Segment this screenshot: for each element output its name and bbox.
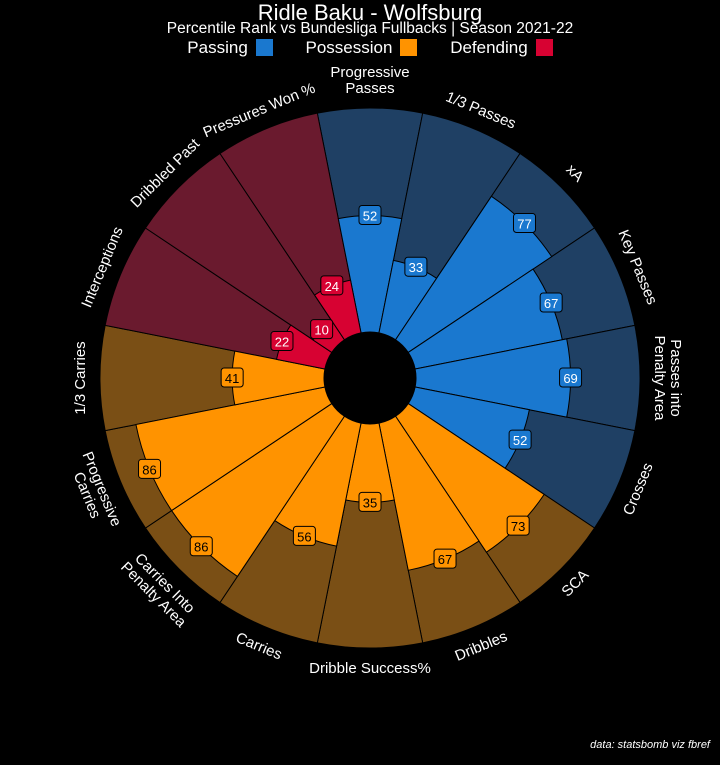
category-label: Crosses <box>620 461 657 518</box>
value-label-box <box>539 292 563 313</box>
legend-possession: Possession <box>306 38 418 57</box>
value-label-text: 77 <box>517 217 531 232</box>
slice-bar <box>135 386 333 512</box>
value-label-text: 86 <box>142 462 156 477</box>
footer-credit: data: statsbomb viz fbref <box>590 739 710 751</box>
category-label-line: Passes <box>345 80 394 97</box>
value-label-text: 86 <box>194 540 208 555</box>
category-label: Progressive Passes <box>330 64 409 97</box>
legend-swatch <box>535 39 553 56</box>
category-label-line: SCA <box>558 566 592 600</box>
value-label-box <box>292 525 316 546</box>
value-label: 41 <box>220 367 244 388</box>
value-label-box <box>404 256 428 277</box>
legend-label: Passing <box>187 38 248 57</box>
value-label: 56 <box>292 525 316 546</box>
value-label-box <box>320 275 344 296</box>
category-label-line: Dribbles <box>452 628 509 665</box>
category-label-line: xA <box>563 161 587 185</box>
category-label: Dribbles <box>452 628 509 665</box>
value-label-text: 69 <box>563 371 577 386</box>
category-label: Dribble Success% <box>309 660 431 677</box>
value-label-text: 33 <box>409 260 423 275</box>
value-label-box <box>358 491 382 512</box>
category-label: Passes intoPenalty Area <box>651 335 684 421</box>
value-label: 22 <box>270 331 294 352</box>
value-label-text: 67 <box>544 296 558 311</box>
value-label-box <box>358 205 382 226</box>
value-label-text: 67 <box>438 552 452 567</box>
category-label-line: Crosses <box>620 461 657 518</box>
value-label-text: 22 <box>275 335 289 350</box>
value-label: 52 <box>508 429 532 450</box>
value-label-text: 41 <box>225 371 239 386</box>
legend-label: Defending <box>450 38 528 57</box>
legend-label: Possession <box>305 38 393 57</box>
chart-subtitle: Percentile Rank vs Bundesliga Fullbacks … <box>166 20 574 37</box>
value-label-box <box>512 213 536 234</box>
chart-title: Ridle Baku - Wolfsburg <box>257 0 483 25</box>
value-label-text: 35 <box>363 495 377 510</box>
value-label-box <box>433 548 457 569</box>
category-label-line: Passes into <box>667 339 684 417</box>
category-label-line: 1/3 Carries <box>72 341 89 414</box>
value-label-box <box>506 515 530 536</box>
category-label-line: Penalty Area <box>651 335 668 421</box>
value-label: 52 <box>358 205 382 226</box>
value-label-text: 24 <box>325 279 339 294</box>
legend: Passing Possession Defending <box>0 38 720 58</box>
value-label-text: 52 <box>363 209 377 224</box>
value-label: 10 <box>310 319 334 340</box>
legend-passing: Passing <box>187 38 273 57</box>
value-label: 67 <box>539 292 563 313</box>
value-label-text: 52 <box>513 433 527 448</box>
value-label-box <box>189 536 213 557</box>
value-label-box <box>220 367 244 388</box>
value-label-text: 73 <box>511 519 525 534</box>
value-label-box <box>310 319 334 340</box>
value-label: 33 <box>404 256 428 277</box>
value-label-text: 10 <box>314 323 328 338</box>
value-label: 67 <box>433 548 457 569</box>
value-label: 77 <box>512 213 536 234</box>
value-label: 73 <box>506 515 530 536</box>
category-label: xA <box>563 161 587 185</box>
center-hole <box>324 332 416 424</box>
value-label: 86 <box>189 536 213 557</box>
category-label: SCA <box>558 566 592 600</box>
legend-defending: Defending <box>450 38 553 57</box>
category-label: 1/3 Carries <box>72 341 89 414</box>
category-label-line: Dribble Success% <box>309 660 431 677</box>
legend-swatch <box>255 39 273 56</box>
category-label-line: Carries <box>233 629 284 663</box>
value-label-box <box>508 429 532 450</box>
category-label: Carries <box>233 629 284 663</box>
value-label: 24 <box>320 275 344 296</box>
value-label-text: 56 <box>297 529 311 544</box>
value-label: 35 <box>358 491 382 512</box>
value-label-box <box>138 458 162 479</box>
value-label: 86 <box>138 458 162 479</box>
value-label: 69 <box>559 367 583 388</box>
category-label-line: Progressive <box>330 64 409 81</box>
value-label-box <box>270 331 294 352</box>
value-label-box <box>559 367 583 388</box>
legend-swatch <box>400 39 418 56</box>
